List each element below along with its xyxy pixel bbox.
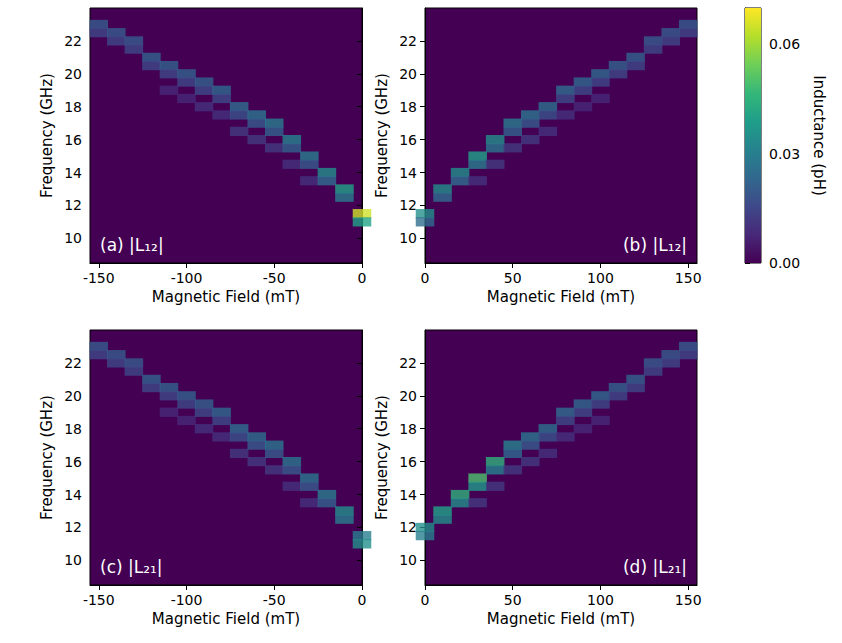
svg-text:-150: -150: [83, 270, 115, 286]
svg-text:0: 0: [358, 270, 367, 286]
svg-text:50: 50: [504, 592, 522, 608]
svg-text:14: 14: [399, 487, 417, 503]
svg-text:150: 150: [675, 270, 702, 286]
svg-text:14: 14: [64, 165, 82, 181]
svg-text:150: 150: [675, 592, 702, 608]
svg-text:12: 12: [64, 197, 82, 213]
svg-text:-100: -100: [171, 592, 203, 608]
svg-text:Magnetic Field (mT): Magnetic Field (mT): [152, 288, 300, 306]
svg-text:10: 10: [399, 230, 417, 246]
svg-text:0: 0: [421, 270, 430, 286]
svg-text:20: 20: [64, 66, 82, 82]
svg-text:20: 20: [64, 388, 82, 404]
svg-text:-100: -100: [171, 270, 203, 286]
svg-text:-50: -50: [263, 270, 286, 286]
svg-text:18: 18: [64, 421, 82, 437]
svg-text:0: 0: [421, 592, 430, 608]
svg-text:Frequency (GHz): Frequency (GHz): [373, 395, 391, 520]
svg-text:14: 14: [399, 165, 417, 181]
svg-text:10: 10: [399, 552, 417, 568]
svg-text:0.00: 0.00: [769, 255, 800, 271]
svg-text:12: 12: [399, 197, 417, 213]
svg-text:0: 0: [358, 592, 367, 608]
svg-text:-50: -50: [263, 592, 286, 608]
svg-text:100: 100: [587, 592, 614, 608]
svg-text:(a) |L₁₂|: (a) |L₁₂|: [100, 235, 164, 255]
svg-text:(c) |L₂₁|: (c) |L₂₁|: [100, 557, 163, 577]
svg-text:16: 16: [399, 132, 417, 148]
svg-text:22: 22: [64, 33, 82, 49]
svg-text:Magnetic Field (mT): Magnetic Field (mT): [487, 288, 635, 306]
svg-text:0.06: 0.06: [769, 36, 800, 52]
svg-text:18: 18: [64, 99, 82, 115]
svg-text:10: 10: [64, 230, 82, 246]
svg-text:18: 18: [399, 99, 417, 115]
svg-text:(d) |L₂₁|: (d) |L₂₁|: [623, 557, 687, 577]
svg-text:16: 16: [399, 454, 417, 470]
svg-text:Frequency (GHz): Frequency (GHz): [38, 395, 56, 520]
svg-text:Magnetic Field (mT): Magnetic Field (mT): [152, 610, 300, 628]
svg-text:12: 12: [64, 519, 82, 535]
svg-text:12: 12: [399, 519, 417, 535]
svg-text:100: 100: [587, 270, 614, 286]
svg-text:16: 16: [64, 132, 82, 148]
svg-text:10: 10: [64, 552, 82, 568]
svg-text:(b) |L₁₂|: (b) |L₁₂|: [623, 235, 687, 255]
svg-text:Inductance (pH): Inductance (pH): [810, 75, 828, 196]
svg-text:Magnetic Field (mT): Magnetic Field (mT): [487, 610, 635, 628]
svg-text:20: 20: [399, 388, 417, 404]
svg-text:50: 50: [504, 270, 522, 286]
svg-text:16: 16: [64, 454, 82, 470]
svg-text:22: 22: [399, 355, 417, 371]
svg-text:14: 14: [64, 487, 82, 503]
svg-text:20: 20: [399, 66, 417, 82]
svg-text:0.03: 0.03: [769, 146, 800, 162]
svg-text:-150: -150: [83, 592, 115, 608]
svg-text:22: 22: [64, 355, 82, 371]
svg-text:22: 22: [399, 33, 417, 49]
svg-text:18: 18: [399, 421, 417, 437]
svg-text:Frequency (GHz): Frequency (GHz): [373, 73, 391, 198]
svg-text:Frequency (GHz): Frequency (GHz): [38, 73, 56, 198]
